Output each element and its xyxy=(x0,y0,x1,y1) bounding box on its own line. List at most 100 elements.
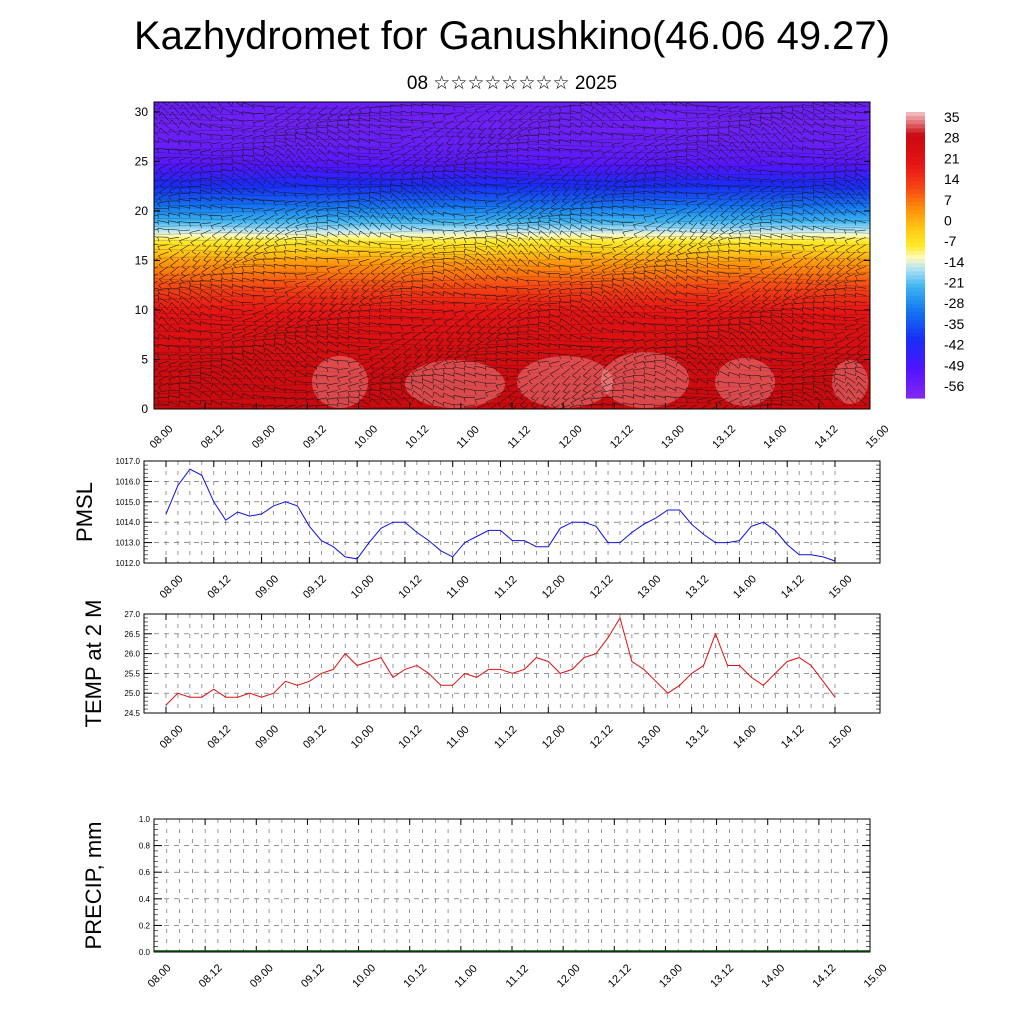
x-tick-label: 10.00 xyxy=(349,573,377,601)
colorbar: 35 28 21 14 7 0 -7 -14 -21 -28 -35 -42 -49 -56 xyxy=(906,109,964,399)
x-tick-label: 15.00 xyxy=(862,962,890,990)
y-tick-label: 25.0 xyxy=(124,689,140,698)
x-tick-label: 14.12 xyxy=(779,723,807,751)
colorbar-swatch xyxy=(906,316,925,321)
x-tick-label: 11.00 xyxy=(444,574,471,601)
colorbar-swatch xyxy=(906,124,925,129)
colorbar-swatch xyxy=(906,259,925,264)
colorbar-label: 35 xyxy=(944,109,960,125)
x-tick-label: 11.12 xyxy=(492,574,519,601)
colorbar-swatch xyxy=(906,144,925,150)
colorbar-swatch xyxy=(906,230,925,236)
colorbar-swatch xyxy=(906,120,925,125)
colorbar-swatch xyxy=(906,165,925,170)
colorbar-swatch xyxy=(906,295,925,301)
y-tick-label: 0.8 xyxy=(139,842,151,851)
colorbar-swatch xyxy=(906,226,925,232)
series-line xyxy=(165,616,836,706)
x-tick-label: 11.00 xyxy=(444,724,471,751)
colorbar-swatch xyxy=(906,152,925,158)
x-tick-label: 13.00 xyxy=(635,723,663,751)
colorbar-label: 7 xyxy=(944,192,952,208)
colorbar-swatch xyxy=(906,246,925,252)
colorbar-swatch xyxy=(906,357,925,362)
colorbar-swatch xyxy=(906,214,925,219)
colorbar-swatch xyxy=(906,116,925,121)
y-tick-label: 0.2 xyxy=(139,921,151,930)
colorbar-swatch xyxy=(906,173,925,178)
y-tick-label: 30 xyxy=(135,105,149,119)
y-tick-label: 25 xyxy=(135,154,149,168)
y-axis-title: PRECIP, mm xyxy=(81,822,106,950)
x-tick-label: 11.12 xyxy=(492,724,519,751)
x-tick-label: 12.12 xyxy=(588,573,616,601)
x-tick-label: 15.00 xyxy=(827,573,855,601)
colorbar-swatch xyxy=(906,328,925,334)
x-tick-label: 12.12 xyxy=(608,423,636,451)
y-axis-title: TEMP at 2 M xyxy=(81,600,106,728)
colorbar-swatch xyxy=(906,291,925,297)
x-tick-label: 09.12 xyxy=(301,423,329,451)
colorbar-swatch xyxy=(906,238,925,244)
y-tick-label: 1012.0 xyxy=(116,559,141,568)
colorbar-swatch xyxy=(906,222,925,227)
colorbar-swatch xyxy=(906,348,925,354)
colorbar-swatch xyxy=(906,275,925,281)
x-tick-label: 11.12 xyxy=(504,963,531,990)
colorbar-swatch xyxy=(906,361,925,366)
colorbar-swatch xyxy=(906,210,925,215)
panel-frame xyxy=(143,460,881,564)
colorbar-swatch xyxy=(906,189,925,195)
x-tick-label: 13.00 xyxy=(657,962,685,990)
colorbar-swatch xyxy=(906,161,925,166)
colorbar-label: 21 xyxy=(944,150,960,166)
x-tick-label: 09.00 xyxy=(253,723,281,751)
colorbar-swatch xyxy=(906,385,925,391)
colorbar-swatch xyxy=(906,324,925,330)
x-tick-label: 13.00 xyxy=(659,423,687,451)
y-tick-label: 0.6 xyxy=(139,868,151,877)
x-tick-label: 08.12 xyxy=(205,573,233,601)
x-tick-label: 14.00 xyxy=(759,962,787,990)
x-tick-label: 13.12 xyxy=(708,962,736,990)
x-tick-label: 08.00 xyxy=(158,723,186,751)
x-tick-label: 12.00 xyxy=(540,723,568,751)
x-tick-label: 08.00 xyxy=(148,423,176,451)
colorbar-swatch xyxy=(906,369,925,375)
colorbar-swatch xyxy=(906,242,925,248)
x-tick-label: 09.12 xyxy=(299,962,327,990)
colorbar-label: 0 xyxy=(944,212,952,228)
y-tick-label: 24.5 xyxy=(124,709,140,718)
colorbar-swatch xyxy=(906,283,925,289)
y-tick-label: 1014.0 xyxy=(116,518,141,527)
colorbar-swatch xyxy=(906,193,925,199)
x-tick-label: 14.00 xyxy=(731,723,759,751)
x-tick-label: 11.12 xyxy=(506,424,533,451)
colorbar-swatch xyxy=(906,287,925,293)
colorbar-swatch xyxy=(906,377,925,383)
colorbar-label: -35 xyxy=(944,316,964,332)
x-tick-label: 10.00 xyxy=(350,962,378,990)
x-tick-label: 14.00 xyxy=(731,573,759,601)
colorbar-swatch xyxy=(906,373,925,379)
x-tick-label: 10.12 xyxy=(403,423,431,451)
y-tick-label: 27.0 xyxy=(124,610,140,619)
colorbar-swatch xyxy=(906,234,925,240)
colorbar-label: -14 xyxy=(944,254,964,270)
x-tick-label: 11.00 xyxy=(452,963,479,990)
colorbar-swatch xyxy=(906,299,925,305)
x-tick-label: 09.00 xyxy=(250,423,278,451)
x-tick-label: 11.00 xyxy=(454,424,481,451)
temp-panel: 24.5 25.0 25.5 26.0 26.5 27.0 08.00 08.12 09.00 0… xyxy=(81,600,881,751)
x-tick-label: 08.12 xyxy=(205,723,233,751)
colorbar-label: -7 xyxy=(944,233,957,249)
colorbar-swatch xyxy=(906,381,925,387)
x-tick-label: 09.12 xyxy=(301,723,329,751)
series-line xyxy=(165,468,836,562)
colorbar-swatch xyxy=(906,389,925,395)
colorbar-label: -28 xyxy=(944,295,964,311)
colorbar-swatch xyxy=(906,332,925,338)
y-tick-label: 15 xyxy=(135,253,149,267)
chart-subtitle: 08 ☆☆☆☆☆☆☆☆ 2025 xyxy=(406,73,618,94)
x-tick-label: 13.00 xyxy=(635,573,663,601)
